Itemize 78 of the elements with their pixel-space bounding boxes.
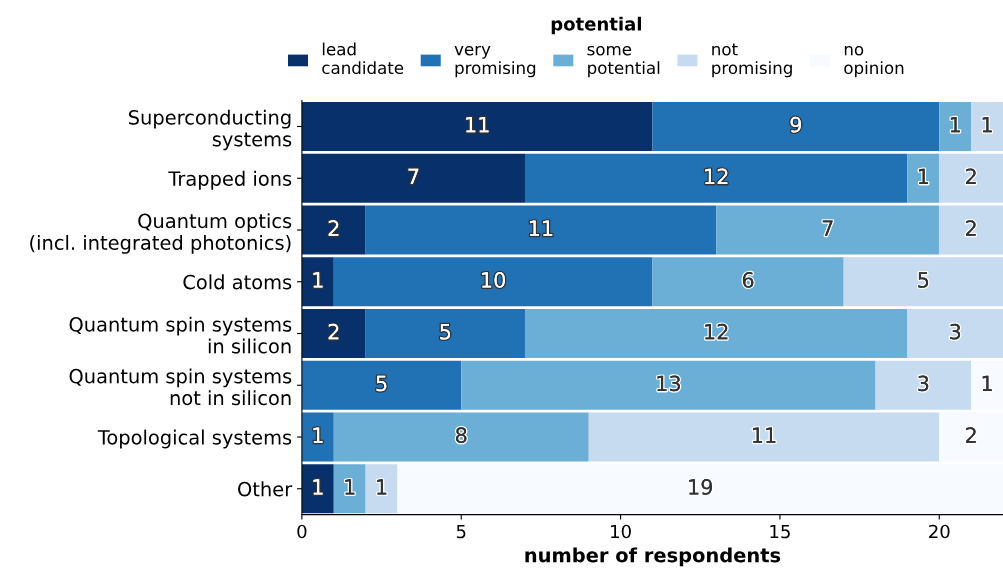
x-axis-title: number of respondents (525, 547, 781, 567)
data-label: 1 (918, 168, 929, 184)
data-label: 1 (313, 272, 323, 288)
data-label: 12 (705, 168, 728, 184)
bar (939, 101, 972, 152)
data-label: 1 (377, 479, 387, 495)
data-label: 7 (408, 168, 419, 184)
bar (301, 360, 462, 410)
data-label: 1 (345, 479, 355, 495)
data-label: 2 (966, 220, 976, 236)
bar (333, 257, 653, 307)
bar (397, 464, 1003, 514)
data-label: 3 (918, 375, 929, 392)
legend-title: potential (551, 16, 641, 35)
data-label: 11 (529, 220, 553, 236)
legend-label: lead candidate (322, 42, 404, 75)
data-label: 1 (313, 479, 323, 495)
data-label: 2 (328, 323, 339, 340)
y-tick-label: Trapped ions (168, 170, 292, 190)
data-label: 1 (950, 117, 960, 133)
data-label: 13 (657, 375, 680, 392)
data-label: 1 (982, 375, 992, 391)
bar (907, 308, 1003, 359)
data-label: 8 (456, 427, 467, 444)
y-tick-label: Cold atoms (183, 274, 292, 290)
bar (301, 101, 653, 152)
data-label: 5 (376, 375, 387, 392)
x-tick-label: 0 (297, 524, 307, 539)
data-label: 12 (705, 323, 728, 340)
data-label: 3 (950, 323, 961, 340)
y-tick-label: Quantum spin systems in silicon (69, 316, 292, 354)
data-label: 11 (466, 117, 489, 133)
x-tick-label: 15 (770, 524, 790, 539)
x-tick-label: 5 (456, 524, 466, 539)
data-label: 6 (742, 272, 754, 288)
y-tick-label: Quantum spin systems not in silicon (69, 368, 292, 406)
bar (939, 205, 1003, 255)
bar (652, 101, 940, 152)
data-label: 2 (966, 427, 976, 443)
data-label: 19 (689, 479, 713, 495)
bar (365, 205, 717, 255)
legend-label: not promising (712, 43, 792, 78)
data-label: 1 (313, 427, 323, 443)
bar (301, 205, 366, 255)
bar (333, 464, 366, 514)
data-label: 10 (482, 272, 505, 288)
bar (524, 153, 908, 203)
bar (333, 412, 589, 462)
y-tick-label: Other (238, 481, 293, 497)
bar (301, 412, 334, 462)
data-label: 11 (753, 427, 776, 443)
bar (524, 308, 908, 359)
y-tick-label: Superconducting systems (128, 109, 292, 151)
bar (939, 153, 1003, 203)
data-label: 5 (918, 272, 929, 288)
y-tick-label: Quantum optics (incl. integrated photonics) (30, 213, 292, 254)
bar (301, 153, 525, 203)
bar (365, 464, 398, 514)
legend-label: no opinion (844, 45, 904, 78)
data-label: 5 (440, 324, 451, 340)
data-label: 9 (790, 116, 802, 133)
bar (875, 360, 972, 410)
bar (652, 257, 844, 307)
data-label: 2 (328, 220, 339, 236)
data-label: 2 (966, 168, 976, 184)
y-tick-label: Topological systems (97, 429, 292, 449)
bar (461, 360, 876, 410)
data-label: 7 (822, 220, 833, 236)
legend-label: some potential (587, 45, 660, 78)
legend-label: very promising (454, 45, 536, 78)
bar (716, 205, 940, 255)
bar (843, 257, 1003, 307)
x-tick-label: 10 (611, 524, 631, 539)
bar (365, 308, 525, 359)
bar (301, 308, 366, 359)
x-tick-label: 20 (929, 524, 950, 539)
bar (907, 153, 940, 203)
data-label: 1 (982, 117, 992, 133)
